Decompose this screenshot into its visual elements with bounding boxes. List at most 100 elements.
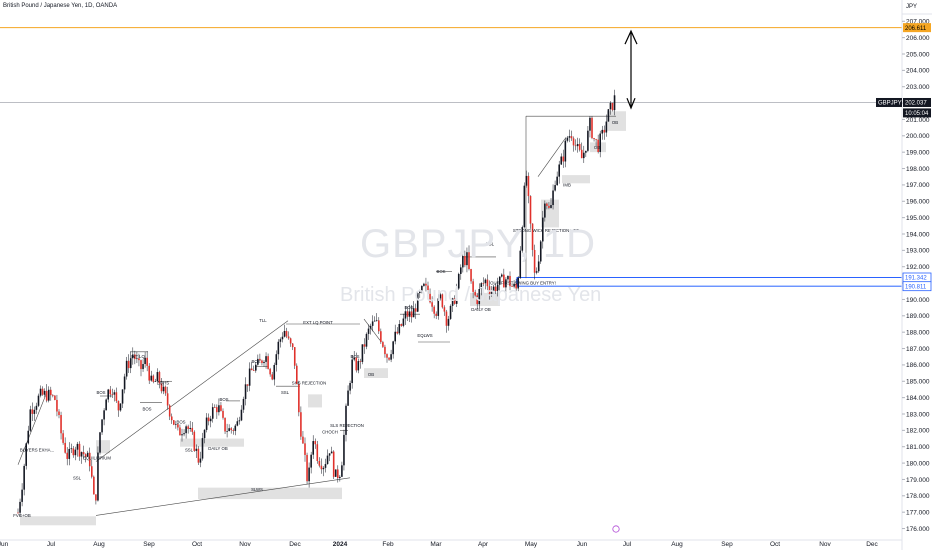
candle-body bbox=[554, 185, 556, 191]
x-tick-label: Jul bbox=[623, 541, 632, 548]
candle-body bbox=[281, 336, 284, 340]
candle-body bbox=[91, 466, 93, 477]
candle-body bbox=[183, 433, 185, 435]
candle-body bbox=[605, 121, 608, 133]
candle-body bbox=[308, 467, 310, 482]
structure-line bbox=[537, 137, 567, 177]
y-tick-label: 198.000 bbox=[906, 166, 930, 173]
annotation-label: SSL bbox=[281, 390, 290, 395]
candle-body bbox=[54, 395, 56, 400]
candle-body bbox=[334, 469, 337, 477]
annotation-label: EQHS bbox=[157, 380, 169, 385]
candle-body bbox=[369, 325, 372, 329]
candle-body bbox=[611, 102, 614, 111]
annotation-label: BOS bbox=[404, 305, 413, 310]
candle-body bbox=[398, 324, 401, 334]
candle-body bbox=[316, 444, 319, 461]
zone-box bbox=[562, 175, 590, 184]
x-tick-label: Jun bbox=[577, 541, 588, 548]
candle-body bbox=[550, 205, 552, 208]
zone-box bbox=[308, 394, 322, 408]
candle-body bbox=[80, 452, 83, 457]
y-tick-label: 201.000 bbox=[906, 117, 930, 124]
price-tag-label: 206.611 bbox=[905, 26, 927, 32]
candle-body bbox=[503, 274, 505, 288]
y-tick-label: 176.000 bbox=[906, 526, 930, 533]
candle-body bbox=[168, 405, 171, 417]
candle-body bbox=[445, 311, 448, 326]
candle-body bbox=[310, 454, 312, 468]
candle-body bbox=[230, 428, 232, 431]
annotation-label: EXT LQ POINT bbox=[303, 320, 333, 325]
candle-body bbox=[332, 451, 335, 477]
candle-body bbox=[117, 400, 120, 411]
candle-body bbox=[252, 370, 255, 371]
candle-body bbox=[380, 331, 382, 343]
candle-body bbox=[248, 368, 251, 386]
candle-body bbox=[378, 320, 380, 332]
candle-body bbox=[27, 430, 30, 444]
candle-body bbox=[47, 389, 50, 401]
y-tick-label: 185.000 bbox=[906, 379, 930, 386]
candle-body bbox=[228, 428, 230, 432]
candle-body bbox=[386, 354, 388, 358]
candle-body bbox=[498, 276, 501, 285]
annotation-label: BOS bbox=[350, 354, 359, 359]
candle-body bbox=[166, 393, 169, 406]
candle-body bbox=[220, 405, 222, 411]
candle-body bbox=[535, 271, 538, 273]
candle-body bbox=[433, 306, 435, 314]
y-tick-label: 188.000 bbox=[906, 329, 930, 336]
candle-body bbox=[304, 443, 306, 455]
candle-body bbox=[521, 227, 524, 251]
candle-body bbox=[478, 289, 481, 305]
candle-body bbox=[302, 436, 304, 444]
price-tags-layer: 206.611 202.037 10:05:04 191.342 190.811 GBPJ… bbox=[876, 23, 932, 292]
y-tick-label: 196.000 bbox=[906, 199, 930, 206]
candle-body bbox=[396, 331, 399, 334]
candle-body bbox=[437, 298, 440, 316]
candle-body bbox=[488, 286, 491, 294]
candle-body bbox=[68, 448, 71, 459]
candle-body bbox=[39, 388, 42, 396]
candle-body bbox=[429, 293, 431, 303]
candle-body bbox=[277, 341, 280, 355]
annotation-label: BOS bbox=[96, 390, 105, 395]
candle-body bbox=[408, 311, 411, 317]
candle-body bbox=[384, 346, 386, 355]
candle-body bbox=[296, 365, 298, 385]
y-tick-label: 183.000 bbox=[906, 411, 930, 418]
candle-body bbox=[119, 403, 122, 411]
candle-body bbox=[390, 354, 392, 360]
candle-body bbox=[373, 320, 376, 322]
candle-body bbox=[412, 308, 415, 318]
candle-body bbox=[361, 344, 364, 362]
currency-label[interactable]: JPY bbox=[906, 4, 918, 10]
candle-body bbox=[95, 494, 97, 501]
candle-body bbox=[457, 273, 460, 289]
candle-body bbox=[259, 358, 261, 361]
y-tick-label: 195.000 bbox=[906, 215, 930, 222]
candle-body bbox=[127, 360, 130, 369]
candle-body bbox=[546, 203, 548, 206]
candle-body bbox=[177, 424, 179, 428]
annotation-label: SSL bbox=[185, 448, 194, 453]
candle-body bbox=[154, 381, 157, 382]
annotation-label: BSL bbox=[486, 241, 495, 246]
candle-body bbox=[201, 438, 204, 459]
candle-body bbox=[435, 313, 437, 316]
candle-body bbox=[324, 464, 327, 468]
annotation-label: DAILY OB bbox=[208, 446, 228, 451]
candle-body bbox=[93, 476, 95, 495]
x-tick-label: Nov bbox=[239, 541, 251, 548]
candle-body bbox=[74, 449, 77, 456]
candle-body bbox=[583, 152, 585, 159]
candle-body bbox=[285, 330, 288, 337]
candle-body bbox=[138, 358, 140, 361]
annotation-label: BOS bbox=[142, 407, 151, 412]
candle-body bbox=[107, 389, 109, 400]
candle-body bbox=[474, 291, 476, 296]
candle-body bbox=[449, 305, 452, 319]
